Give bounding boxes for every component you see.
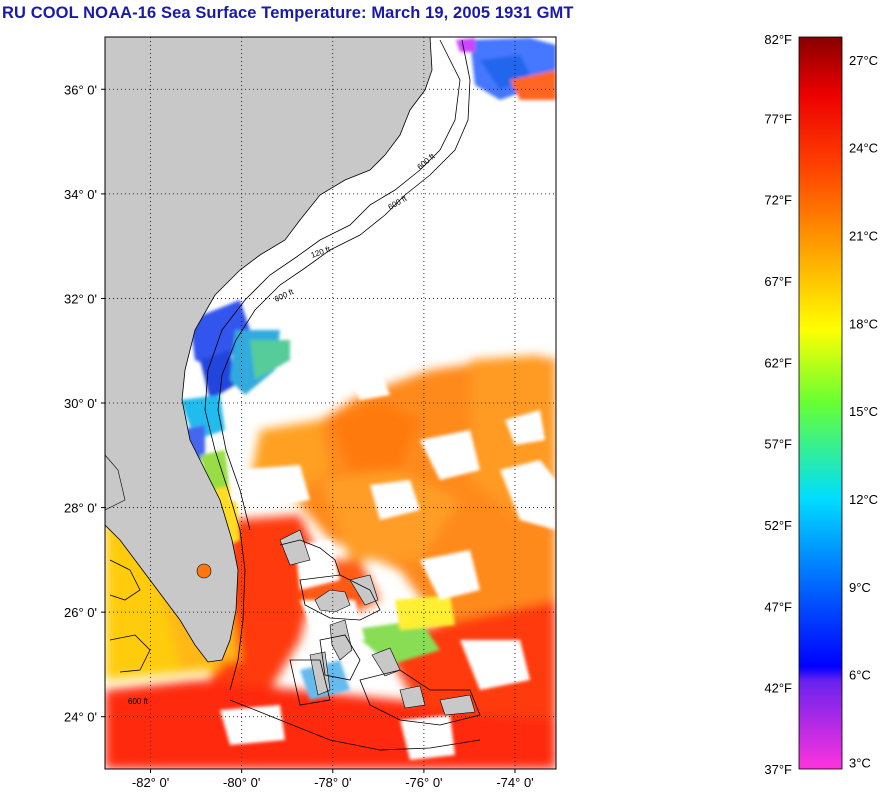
figure-title: RU COOL NOAA-16 Sea Surface Temperature:…	[2, 4, 574, 22]
lon-tick-label: -82° 0'	[132, 775, 169, 790]
land-us-coast	[105, 37, 433, 663]
lat-tick-label: 24° 0'	[64, 710, 97, 725]
lon-tick-label: -74° 0'	[496, 775, 533, 790]
colorbar-c-label: 12°C	[849, 492, 878, 507]
bathymetry-contours	[109, 39, 481, 751]
colorbar-f-label: 47°F	[764, 599, 792, 614]
colorbar-c-label: 27°C	[849, 53, 878, 68]
colorbar-gradient	[798, 36, 843, 770]
colorbar-labels: 82°F 77°F 72°F 67°F 62°F 57°F 52°F 47°F 42°F 37°F…	[764, 32, 878, 777]
colorbar-c-label: 24°C	[849, 141, 878, 156]
colorbar-c-label: 3°C	[849, 755, 871, 770]
colorbar-c-label: 18°C	[849, 316, 878, 331]
cloud-cover	[220, 370, 556, 760]
colorbar-c-label: 6°C	[849, 668, 871, 683]
colorbar-f-label: 67°F	[764, 274, 792, 289]
colorbar-c-label: 9°C	[849, 580, 871, 595]
colorbar-f-label: 82°F	[764, 32, 792, 47]
lat-tick-label: 28° 0'	[64, 501, 97, 516]
colorbar-c-label: 21°C	[849, 228, 878, 243]
lat-tick-label: 26° 0'	[64, 605, 97, 620]
lat-tick-label: 32° 0'	[64, 291, 97, 306]
colorbar-f-label: 77°F	[764, 111, 792, 126]
axis-ticks: 24° 0' 26° 0' 28° 0' 30° 0' 32° 0' 34° 0' 36° …	[64, 82, 534, 790]
land-florida-west	[105, 454, 126, 511]
colorbar-c-label: 15°C	[849, 404, 878, 419]
colorbar-f-label: 42°F	[764, 681, 792, 696]
lon-tick-label: -78° 0'	[314, 775, 351, 790]
colorbar-f-label: 72°F	[764, 193, 792, 208]
colorbar-f-label: 62°F	[764, 355, 792, 370]
colorbar-f-label: 57°F	[764, 437, 792, 452]
colorbar-f-label: 37°F	[764, 762, 792, 777]
colorbar-f-label: 52°F	[764, 518, 792, 533]
lake-okeechobee	[196, 563, 212, 579]
bahamas-islands	[279, 529, 476, 716]
lat-tick-label: 36° 0'	[64, 82, 97, 97]
lat-tick-label: 30° 0'	[64, 396, 97, 411]
lon-tick-label: -80° 0'	[223, 775, 260, 790]
lon-tick-label: -76° 0'	[405, 775, 442, 790]
contour-label: 600 ft	[128, 697, 149, 706]
lat-tick-label: 34° 0'	[64, 187, 97, 202]
